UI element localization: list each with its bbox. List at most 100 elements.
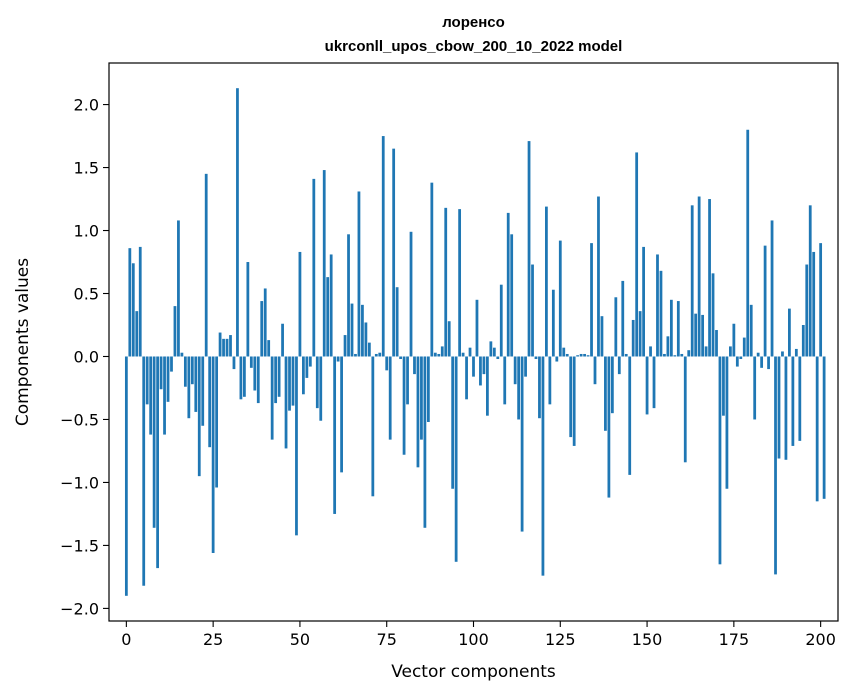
x-tick-label: 0 <box>121 630 131 649</box>
bar-51 <box>302 356 305 395</box>
bar-145 <box>628 356 632 475</box>
bar-139 <box>607 356 611 498</box>
bar-157 <box>669 299 673 357</box>
bar-119 <box>538 356 541 419</box>
bar-6 <box>145 356 149 405</box>
bar-138 <box>604 356 607 431</box>
bar-133 <box>586 355 590 357</box>
bar-25 <box>211 356 215 553</box>
y-tick-label: 1.5 <box>74 159 99 178</box>
bar-48 <box>291 356 295 406</box>
bar-125 <box>558 240 562 357</box>
bar-159 <box>676 301 680 357</box>
bar-36 <box>249 356 253 368</box>
bar-62 <box>340 356 343 473</box>
bar-1 <box>128 248 132 357</box>
bar-84 <box>416 356 420 468</box>
bar-20 <box>194 356 198 412</box>
bar-198 <box>812 251 816 357</box>
bar-27 <box>218 332 222 357</box>
bar-33 <box>239 356 243 400</box>
bar-122 <box>548 356 552 405</box>
bar-69 <box>364 322 368 357</box>
bar-45 <box>281 323 284 357</box>
bar-131 <box>579 353 583 357</box>
bar-22 <box>201 356 205 426</box>
bar-78 <box>395 287 399 357</box>
bar-113 <box>517 356 521 420</box>
x-tick-label: 50 <box>290 630 310 649</box>
bar-151 <box>649 346 652 357</box>
y-tick-label: 0.0 <box>74 347 99 366</box>
x-tick-label: 125 <box>545 630 576 649</box>
bar-165 <box>697 196 701 357</box>
bar-53 <box>308 356 312 367</box>
bar-134 <box>590 243 593 357</box>
bar-192 <box>791 356 795 446</box>
bar-171 <box>718 356 722 565</box>
bar-32 <box>236 88 239 357</box>
bar-141 <box>614 297 618 357</box>
y-tick-label: 1.0 <box>74 222 99 241</box>
bar-75 <box>385 356 389 371</box>
bar-76 <box>388 356 392 440</box>
bar-85 <box>420 356 423 440</box>
bar-170 <box>715 330 718 357</box>
bar-130 <box>576 355 580 357</box>
bar-70 <box>367 342 371 357</box>
bar-183 <box>760 356 764 368</box>
bar-105 <box>489 341 493 357</box>
bar-137 <box>600 316 604 357</box>
bar-154 <box>659 270 663 357</box>
bar-99 <box>468 347 472 357</box>
bar-129 <box>572 356 576 446</box>
bar-23 <box>204 173 208 357</box>
bar-21 <box>197 356 201 477</box>
y-axis-ticks: −2.0 −1.5 −1.0 −0.5 0.0 0.5 1.0 1.5 2.0 <box>60 96 109 618</box>
bar-148 <box>638 311 642 357</box>
bar-142 <box>617 356 621 375</box>
bar-126 <box>562 347 566 357</box>
bar-65 <box>350 303 354 357</box>
bar-114 <box>520 356 524 532</box>
bar-115 <box>524 356 527 377</box>
x-tick-label: 150 <box>632 630 663 649</box>
bar-201 <box>822 356 826 499</box>
bar-150 <box>645 356 649 415</box>
bar-110 <box>506 212 510 357</box>
x-tick-label: 75 <box>377 630 397 649</box>
bar-46 <box>284 356 288 449</box>
bar-89 <box>433 352 437 357</box>
bar-29 <box>225 338 229 357</box>
x-tick-label: 200 <box>805 630 836 649</box>
bar-182 <box>756 352 760 357</box>
bar-67 <box>357 191 361 357</box>
bar-68 <box>361 304 364 357</box>
bar-42 <box>270 356 274 440</box>
bar-37 <box>253 356 257 391</box>
y-tick-label: −1.5 <box>60 536 99 555</box>
bar-57 <box>322 170 326 357</box>
bar-92 <box>444 207 448 357</box>
bar-16 <box>180 352 184 357</box>
bar-64 <box>347 234 350 357</box>
bar-96 <box>458 209 462 357</box>
bar-147 <box>635 152 639 357</box>
bar-74 <box>381 136 385 357</box>
bar-44 <box>277 356 281 397</box>
bar-0 <box>124 356 128 596</box>
bar-120 <box>541 356 545 576</box>
bar-90 <box>437 353 441 357</box>
bar-186 <box>770 220 774 357</box>
bar-4 <box>138 246 142 357</box>
bar-177 <box>739 356 743 360</box>
bar-108 <box>499 284 503 357</box>
bar-50 <box>298 251 302 357</box>
bar-140 <box>610 356 614 414</box>
bar-7 <box>149 356 153 435</box>
x-tick-label: 100 <box>458 630 489 649</box>
bar-94 <box>451 356 455 489</box>
bar-98 <box>465 356 468 400</box>
x-axis-label: Vector components <box>391 662 556 682</box>
bar-178 <box>742 337 746 357</box>
